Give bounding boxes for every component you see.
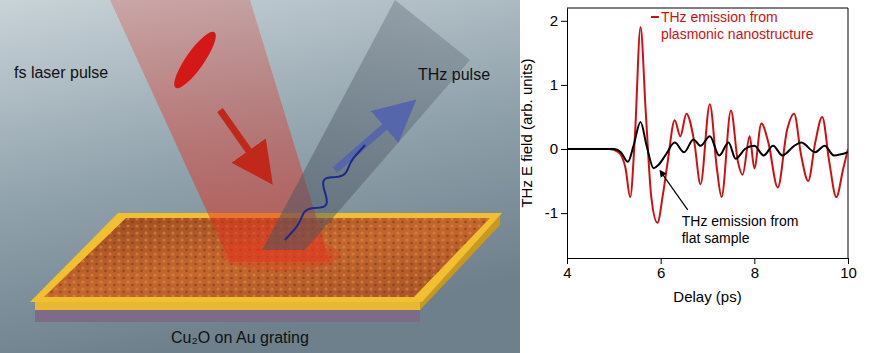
- tick: 8: [751, 258, 759, 281]
- sample-label: Cu₂O on Au grating: [171, 329, 309, 346]
- series-label-line: flat sample: [682, 230, 750, 246]
- tick-label: -1: [545, 204, 558, 221]
- canvas: fs laser pulse THz pulse Cu₂O on Au gratin…: [0, 0, 875, 353]
- annotation-leader: [651, 16, 659, 18]
- x-axis: 4 6 8 10: [563, 258, 857, 281]
- tick-label: 6: [657, 264, 665, 281]
- tick: 4: [563, 258, 571, 281]
- tick: 6: [657, 258, 665, 281]
- diagram-background: [0, 0, 520, 353]
- chart: 4 6 8 10 -1 0 1 2 Delay (ps) THz E field (arb. un…: [518, 8, 857, 305]
- diagram: fs laser pulse THz pulse Cu₂O on Au gratin…: [0, 0, 520, 353]
- series-line: [567, 122, 848, 168]
- laser-arrow: [220, 110, 268, 178]
- plot-frame: [848, 8, 849, 258]
- plot-lines: [567, 27, 848, 223]
- tick: 1: [550, 76, 567, 93]
- series-label: THz emission fromplasmonic nanostructure: [661, 9, 814, 42]
- tick-mark: [561, 149, 567, 150]
- tick-label: 8: [751, 264, 759, 281]
- series-label-line: THz emission from: [661, 9, 778, 25]
- series-label-line: plasmonic nanostructure: [661, 26, 814, 42]
- laser-pulse: [168, 27, 222, 93]
- thz-arrow: [335, 105, 410, 170]
- tick-mark: [561, 85, 567, 86]
- tick-label: 4: [563, 264, 571, 281]
- substrate: [35, 308, 420, 322]
- label-background: [680, 212, 801, 247]
- annotation-arrow: [660, 171, 687, 210]
- tick-mark: [561, 213, 567, 214]
- tick-label: 10: [840, 264, 857, 281]
- tick: 10: [840, 258, 857, 281]
- series-label-line: THz emission from: [682, 213, 799, 229]
- x-axis-title: Delay (ps): [673, 288, 741, 305]
- y-axis-title: THz E field (arb. units): [518, 58, 535, 207]
- tick-label: 2: [550, 12, 558, 29]
- thz-wave: [285, 145, 365, 240]
- thz-label: THz pulse: [418, 66, 490, 83]
- tick: 2: [550, 12, 567, 29]
- y-axis: -1 0 1 2: [545, 9, 568, 259]
- tick: 0: [550, 140, 567, 157]
- laser-label: fs laser pulse: [14, 64, 108, 81]
- thz-beam: [262, 0, 470, 250]
- axis-line: [567, 9, 568, 259]
- tick: -1: [545, 204, 567, 221]
- series-label: THz emission fromflat sample: [682, 213, 799, 246]
- series-line: [567, 27, 848, 223]
- axis-line: [568, 258, 849, 259]
- tick-label: 1: [550, 76, 558, 93]
- tick-mark: [561, 21, 567, 22]
- tick-label: 0: [550, 140, 558, 157]
